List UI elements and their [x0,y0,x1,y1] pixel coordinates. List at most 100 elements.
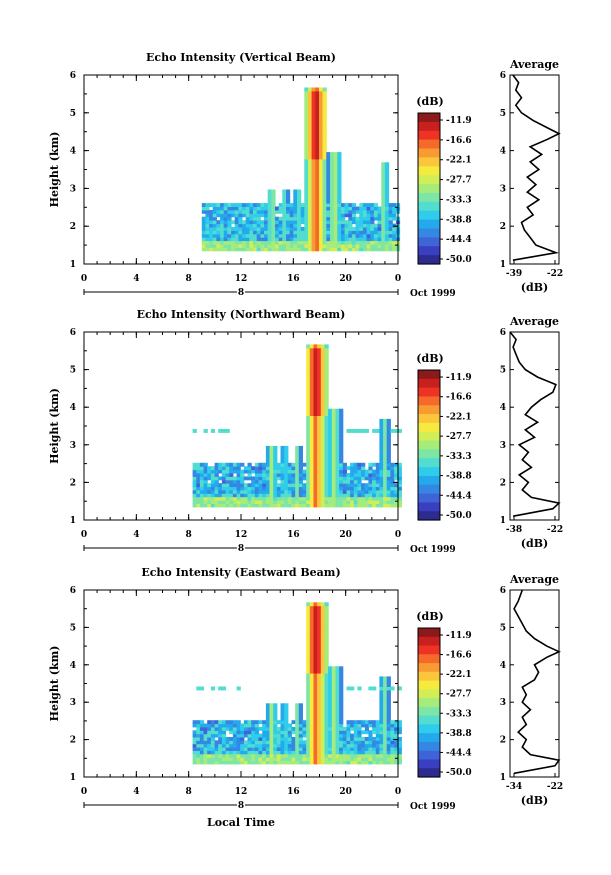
heatmap-cell [236,733,241,738]
heatmap-cell [276,493,281,498]
heatmap-cell [251,757,256,762]
heatmap-cell [236,740,241,745]
heatmap-cell [286,196,291,201]
heatmap-cell [311,165,316,170]
heatmap-cell [386,723,391,728]
heatmap-cell [203,747,208,751]
heatmap-cell [300,244,305,248]
heatmap-cell [383,429,388,433]
heatmap-cell [275,227,280,231]
heatmap-cell [330,162,335,167]
heatmap-cell [339,750,344,755]
heatmap-cell [295,737,300,741]
heatmap-cell [322,124,327,129]
heatmap-cell [286,213,291,218]
heatmap-cell [306,503,311,508]
heatmap-cell [313,412,318,416]
heatmap-cell [326,182,331,187]
heatmap-cell [192,720,197,725]
heatmap-cell [381,223,386,228]
heatmap-cell [311,94,316,99]
heatmap-cell [308,172,313,177]
heatmap-cell [313,483,318,488]
heatmap-cell [348,244,353,248]
heatmap-cell [238,227,243,231]
heatmap-cell [328,706,333,711]
heatmap-cell [236,493,241,498]
heatmap-cell [234,213,239,218]
heatmap-cell [271,189,276,194]
heatmap-cell [319,94,324,99]
heatmap-cell [280,713,285,718]
heatmap-cell [337,209,342,214]
heatmap-cell [306,615,311,620]
heatmap-cell [227,237,232,242]
heatmap-cell [320,757,325,762]
heatmap-cell [236,479,241,484]
heatmap-cell [309,391,314,396]
heatmap-cell [308,118,313,122]
heatmap-cell [364,503,369,508]
colorbar-swatch [418,698,440,708]
heatmap-cell [302,723,307,728]
heatmap-cell [320,432,325,437]
heatmap-cell [317,368,322,372]
heatmap-cell [304,186,309,190]
heatmap-cell [319,227,324,231]
heatmap-cell [298,493,303,498]
heatmap-cell [203,730,208,735]
heatmap-cell [381,209,386,214]
heatmap-cell [361,500,366,504]
heatmap-cell [302,483,307,488]
heatmap-cell [339,693,344,698]
heatmap-cell [210,473,216,477]
heatmap-cell [258,476,263,481]
heatmap-cell [308,124,313,129]
heatmap-cell [309,622,314,627]
heatmap-cell [313,388,318,393]
heatmap-cell [342,469,347,474]
heatmap-cell [324,493,329,498]
heatmap-cell [282,199,287,204]
heatmap-cell [319,165,324,170]
colorbar-swatch [418,431,440,442]
heatmap-cell [295,706,300,711]
heatmap-cell [322,87,327,92]
heatmap-cell [209,247,214,252]
heatmap-cell [313,378,318,383]
heatmap-cell [328,435,333,440]
heatmap-cell [225,720,230,725]
heatmap-cell [346,760,351,765]
heatmap-cell [386,473,391,477]
heatmap-cell [278,244,283,248]
colorbar-swatch [418,706,440,717]
heatmap-cell [258,483,263,488]
heatmap-cell [313,615,318,620]
heatmap-cell [265,730,271,735]
heatmap-cell [203,757,208,762]
heatmap-cell [315,145,320,150]
heatmap-cell [253,209,258,214]
heatmap-cell [271,237,276,242]
heatmap-cell [315,141,320,146]
heatmap-cell [199,757,205,762]
heatmap-cell [199,737,205,741]
heatmap-cell [247,486,252,491]
heatmap-cell [306,398,311,403]
heatmap-cell [331,445,336,450]
heatmap-cell [192,723,197,728]
colorbar-swatch [418,663,440,673]
heatmap-cell [298,500,303,504]
heatmap-cell [359,240,364,245]
colorbar-tick-label: -33.3 [446,195,472,205]
heatmap-cell [320,415,325,420]
heatmap-cell [341,203,346,207]
heatmap-cell [304,138,309,143]
heatmap-cell [324,753,329,758]
heatmap-cell [291,750,296,755]
heatmap-cell [324,401,329,406]
heatmap-cell [359,237,364,242]
heatmap-cell [386,479,391,484]
heatmap-cell [249,223,254,228]
heatmap-cell [199,723,205,728]
